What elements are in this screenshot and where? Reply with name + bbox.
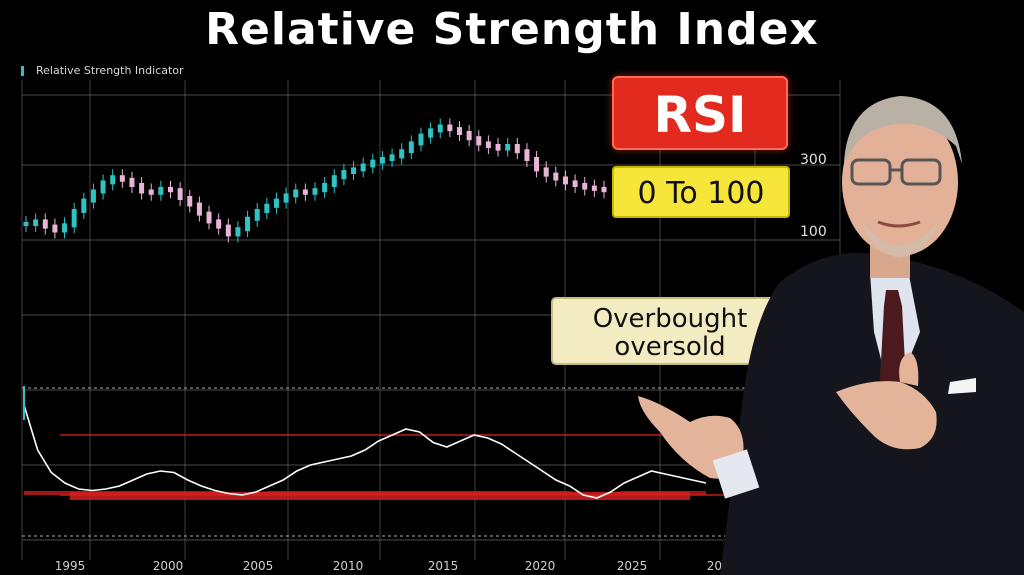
presenter-right-hand	[836, 381, 937, 450]
candle-body-51	[514, 144, 520, 154]
candle-body-24	[254, 209, 260, 221]
candle-body-14	[158, 186, 164, 195]
x-tick-label-6: 2025	[617, 559, 648, 573]
zones-badge-line2: oversold	[614, 332, 726, 362]
candle-body-28	[293, 189, 299, 198]
candle-body-47	[476, 136, 482, 146]
candle-body-36	[370, 159, 376, 168]
rsi-fill-area	[24, 491, 706, 500]
candle-body-22	[235, 227, 241, 237]
candle-body-8	[100, 180, 106, 194]
price-tick-label-1: 100	[800, 224, 827, 240]
candle-body-44	[447, 124, 453, 132]
candle-body-31	[322, 183, 328, 193]
candle-body-52	[524, 149, 530, 161]
candle-body-0	[23, 222, 29, 226]
subtitle-marker	[21, 66, 24, 76]
candle-body-17	[187, 196, 193, 207]
candle-body-45	[457, 127, 462, 135]
candle-body-32	[331, 175, 337, 187]
price-axis-tick-labels: 300 100	[800, 152, 827, 240]
candle-body-39	[399, 149, 405, 159]
x-tick-label-2: 2005	[243, 559, 274, 573]
rsi-fill-band	[70, 492, 690, 500]
candle-body-41	[418, 133, 424, 146]
candle-body-15	[168, 186, 173, 193]
zones-badge-line1: Overbought	[592, 304, 748, 334]
price-candles	[23, 118, 607, 243]
rsi-badge: RSI	[612, 76, 788, 150]
candle-body-43	[437, 124, 443, 133]
x-tick-labels: 19952000200520102015202020252030	[55, 559, 738, 573]
candle-body-4	[62, 223, 68, 233]
candle-body-58	[582, 183, 588, 190]
candle-body-26	[273, 198, 279, 208]
candle-body-2	[42, 219, 48, 229]
presenter-hair	[844, 96, 962, 164]
price-tick-label-0: 300	[800, 152, 827, 168]
candle-body-55	[553, 172, 559, 181]
candle-body-56	[562, 176, 568, 185]
candle-body-9	[110, 175, 116, 185]
x-tick-label-4: 2015	[428, 559, 459, 573]
candle-body-20	[216, 219, 222, 229]
chart-subtitle: Relative Strength Indicator	[36, 64, 184, 77]
presenter-beard	[862, 222, 938, 258]
candle-body-49	[495, 144, 501, 151]
candle-body-7	[90, 189, 96, 203]
presenter-pocket-square	[948, 378, 976, 394]
candle-body-6	[81, 198, 87, 213]
candle-body-38	[389, 154, 395, 161]
candle-body-35	[360, 163, 366, 172]
candle-body-46	[466, 131, 472, 141]
presenter-glasses	[850, 158, 942, 186]
presenter-mouth	[877, 220, 921, 228]
rsi-line-path	[23, 404, 707, 499]
candle-body-5	[71, 209, 77, 228]
candle-body-50	[505, 144, 511, 151]
candle-body-59	[591, 185, 597, 191]
candle-body-13	[148, 189, 154, 195]
presenter-left-cuff	[712, 449, 760, 499]
candle-body-25	[264, 203, 270, 213]
candle-body-34	[351, 167, 357, 174]
candle-body-23	[245, 216, 251, 232]
candle-body-27	[283, 193, 289, 203]
candle-body-11	[129, 177, 135, 187]
range-badge: 0 To 100	[612, 166, 790, 218]
candle-body-37	[379, 157, 385, 164]
candle-body-10	[119, 175, 125, 182]
presenter-head	[842, 108, 958, 256]
candle-body-29	[302, 189, 308, 195]
candle-body-18	[196, 202, 202, 216]
candle-body-12	[139, 183, 145, 194]
zones-badge: Overbought oversold	[551, 297, 789, 365]
candle-body-3	[52, 224, 58, 233]
chart-title: Relative Strength Index	[205, 4, 819, 55]
presenter-right-thumb	[899, 352, 919, 386]
candle-body-33	[341, 170, 347, 180]
candle-body-16	[177, 188, 183, 200]
candle-body-21	[225, 224, 231, 237]
x-tick-label-5: 2020	[525, 559, 556, 573]
candle-body-1	[33, 219, 39, 226]
x-tick-label-3: 2010	[333, 559, 364, 573]
presenter-left-hand	[638, 396, 744, 479]
candle-body-53	[534, 157, 540, 172]
candle-body-54	[543, 167, 549, 177]
x-tick-label-0: 1995	[55, 559, 86, 573]
rsi-line	[23, 386, 707, 499]
candle-body-30	[312, 188, 318, 195]
candle-body-42	[428, 128, 434, 138]
candle-body-60	[601, 186, 607, 193]
presenter-figure	[638, 96, 1024, 575]
candle-body-40	[408, 141, 414, 154]
x-tick-label-1: 2000	[153, 559, 184, 573]
candle-body-19	[206, 211, 212, 224]
candle-body-57	[572, 180, 578, 187]
candle-body-48	[485, 141, 491, 148]
